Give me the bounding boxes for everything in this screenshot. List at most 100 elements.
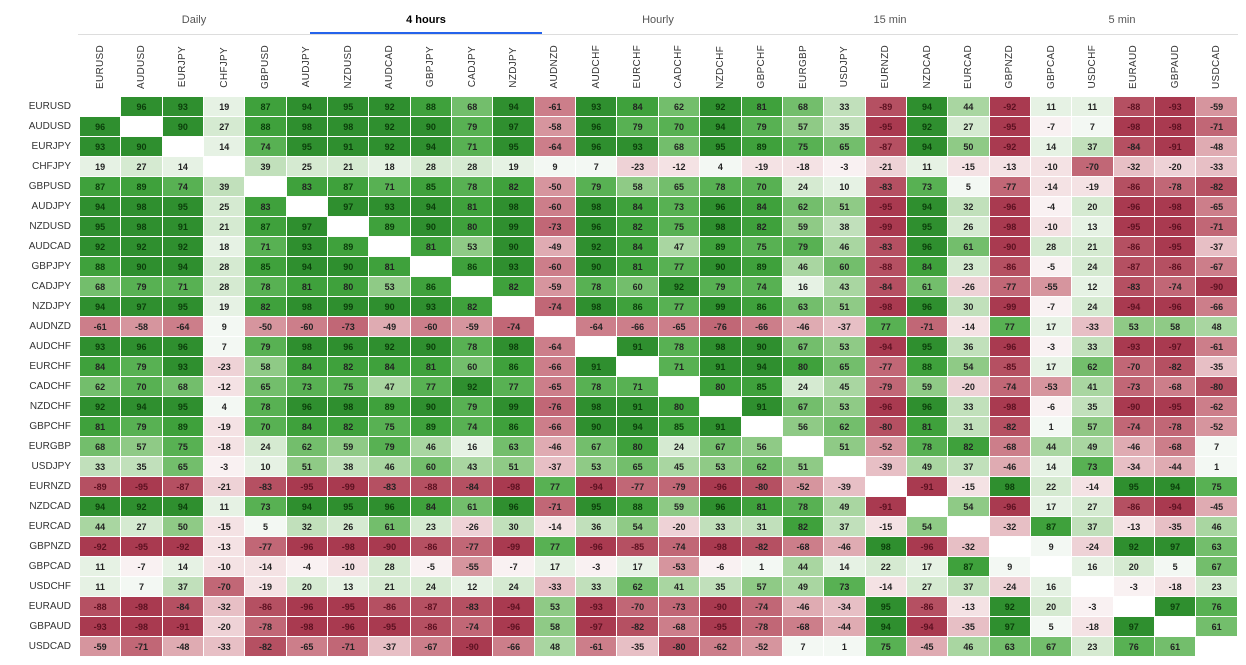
cell: 87 [245,217,285,236]
cell: 65 [824,357,864,376]
cell: 96 [907,237,947,256]
cell: -95 [121,477,161,496]
cell: -96 [1114,197,1154,216]
cell: 93 [80,337,120,356]
row-header-gbpaud: GBPAUD [9,617,79,636]
cell: 21 [328,157,368,176]
cell: -79 [659,477,699,496]
cell: -96 [493,617,533,636]
cell: -64 [576,317,616,336]
cell: 78 [452,337,492,356]
cell: -65 [287,637,327,656]
cell: -39 [824,477,864,496]
cell: -50 [535,177,575,196]
tab-hourly[interactable]: Hourly [542,8,774,34]
cell: 28 [204,277,244,296]
cell: 90 [411,117,451,136]
cell: 12 [1072,277,1112,296]
cell: -83 [866,177,906,196]
cell: 81 [452,197,492,216]
cell: 68 [659,137,699,156]
cell: 90 [163,117,203,136]
cell [1155,617,1195,636]
cell: 67 [1196,557,1237,576]
cell: -86 [1114,497,1154,516]
cell: 23 [411,517,451,536]
cell: 33 [824,97,864,116]
cell: -96 [1155,217,1195,236]
cell: -46 [824,537,864,556]
cell: 88 [411,97,451,116]
cell: 89 [700,237,740,256]
cell: -5 [411,557,451,576]
cell: 94 [287,257,327,276]
table-row: NZDJPY94979519829899909382-7498867799866… [9,297,1237,316]
cell: 61 [369,517,409,536]
cell: -94 [1114,297,1154,316]
cell: 93 [617,137,657,156]
cell: -93 [576,597,616,616]
cell: -35 [1155,517,1195,536]
cell: 14 [163,157,203,176]
cell: 82 [493,177,533,196]
cell: 62 [617,577,657,596]
cell: 46 [948,637,988,656]
cell: 71 [369,177,409,196]
cell: -45 [1196,497,1237,516]
cell: 37 [948,457,988,476]
row-header-audchf: AUDCHF [9,337,79,356]
cell: -86 [907,597,947,616]
cell: 33 [576,577,616,596]
tab-5-min[interactable]: 5 min [1006,8,1238,34]
col-header-usdcad: USDCAD [1196,40,1237,96]
cell: 63 [990,637,1030,656]
cell: 90 [369,297,409,316]
cell: -19 [742,157,782,176]
cell: -95 [328,597,368,616]
cell: 53 [824,397,864,416]
cell: 84 [617,197,657,216]
table-row: GBPUSD87897439838771857882-5079586578702… [9,177,1237,196]
cell: 63 [493,437,533,456]
cell: 84 [287,417,327,436]
cell: 24 [411,577,451,596]
cell: -74 [493,317,533,336]
cell: 84 [287,357,327,376]
cell: -99 [328,477,368,496]
cell: -96 [907,537,947,556]
cell: -68 [1155,437,1195,456]
cell: 62 [824,417,864,436]
table-row: EURNZD-89-95-87-21-83-95-99-83-88-84-987… [9,477,1237,496]
cell: 98 [990,477,1030,496]
cell: 48 [1196,317,1237,336]
cell: -92 [990,97,1030,116]
cell: -89 [80,477,120,496]
cell: 75 [1196,477,1237,496]
cell: 56 [742,437,782,456]
cell: 46 [369,457,409,476]
cell: 22 [866,557,906,576]
cell: 37 [948,577,988,596]
cell: 87 [328,177,368,196]
tab-4-hours[interactable]: 4 hours [310,8,542,34]
cell: 90 [411,217,451,236]
cell: -95 [369,617,409,636]
cell: -62 [700,637,740,656]
cell: 92 [369,137,409,156]
cell: 16 [783,277,823,296]
tab-daily[interactable]: Daily [78,8,310,34]
cell: 19 [204,97,244,116]
cell: 92 [369,337,409,356]
cell: 20 [1031,597,1071,616]
cell: -37 [369,637,409,656]
tab-15-min[interactable]: 15 min [774,8,1006,34]
table-row: USDJPY333565-310513846604351-37536545536… [9,457,1237,476]
cell: 98 [493,197,533,216]
cell: -58 [535,117,575,136]
cell: 93 [576,97,616,116]
cell: 90 [411,337,451,356]
cell: 92 [121,237,161,256]
cell: -88 [1114,97,1154,116]
cell: 95 [907,337,947,356]
cell: 51 [493,457,533,476]
